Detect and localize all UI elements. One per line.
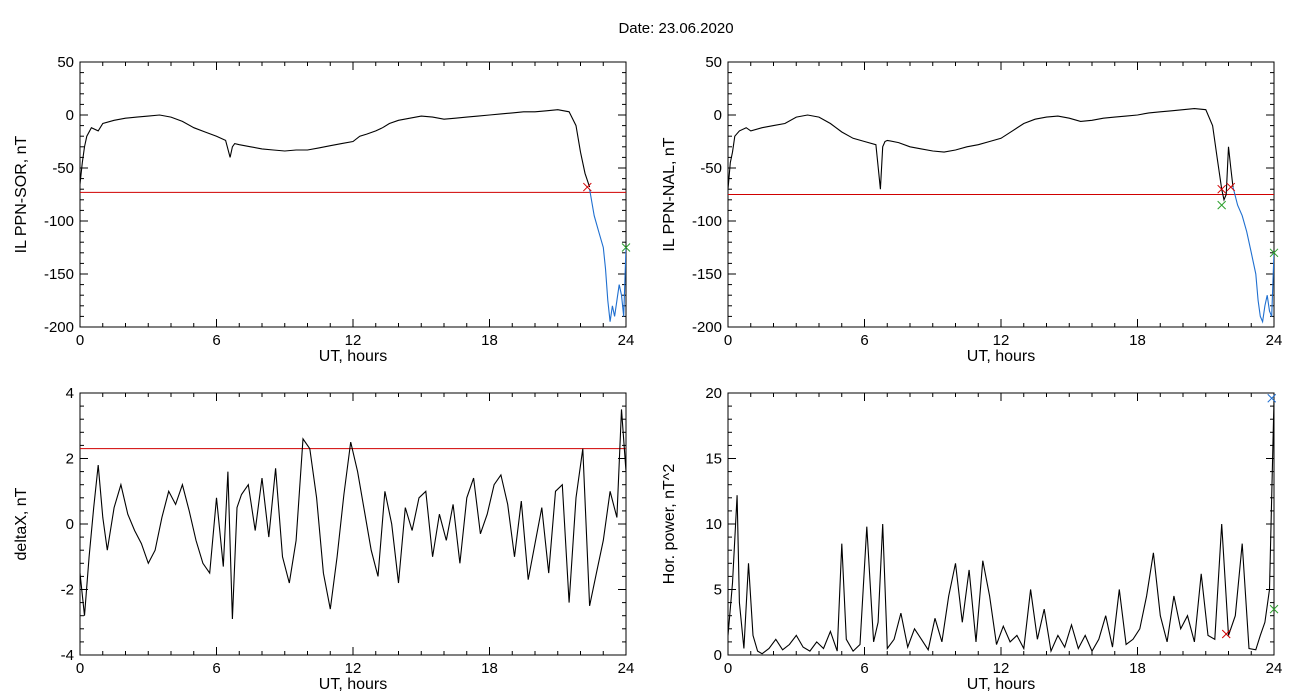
marker-stroke	[1221, 629, 1231, 639]
x-tick-label: 12	[345, 660, 362, 677]
x-tick-label: 12	[993, 332, 1010, 349]
plot-frame	[727, 392, 1275, 656]
x-tick-label: 24	[618, 660, 635, 677]
y-tick-label: 10	[705, 516, 722, 533]
y-axis-label: IL PPN-NAL, nT	[661, 137, 678, 251]
x-tick-label: 24	[1266, 660, 1283, 677]
x-tick-label: 0	[724, 660, 732, 677]
x-tick-label: 18	[1129, 332, 1146, 349]
y-tick-label: -50	[52, 160, 74, 177]
y-tick-label: -200	[692, 319, 722, 336]
marker-stroke	[1269, 248, 1279, 258]
x-tick-label: 0	[76, 332, 84, 349]
y-tick-label: 50	[705, 54, 722, 71]
y-tick-label: -100	[692, 213, 722, 230]
chart-panel-4: 0 6 12 18 24 20 15 10 5 0 UT, hours Hor. power, nT^…	[661, 385, 1282, 693]
marker-1	[582, 182, 592, 192]
x-axis-label: UT, hours	[319, 348, 387, 365]
chart-panel-3: 0 6 12 18 24 4 2 0 -2 -4 UT, hours deltaX, nT	[13, 385, 634, 693]
y-tick-label: 2	[66, 451, 74, 468]
x-tick-label: 6	[860, 332, 868, 349]
marker-3	[1269, 604, 1279, 614]
x-axis-label: UT, hours	[967, 676, 1035, 693]
plot-frame	[79, 392, 627, 656]
y-tick-label: -100	[44, 213, 74, 230]
chart-panel-1: 0 6 12 18 24 50 0 -50 -100 -150 -200 UT, hours IL PP…	[13, 54, 634, 365]
y-tick-label: 15	[705, 451, 722, 468]
marker-stroke	[1217, 184, 1227, 194]
chart-panel-2: 0 6 12 18 24 50 0 -50 -100 -150 -200 UT, hours IL PP…	[661, 54, 1282, 365]
y-tick-label: -150	[44, 266, 74, 283]
x-tick-label: 12	[993, 660, 1010, 677]
x-tick-label: 18	[1129, 660, 1146, 677]
marker-stroke	[621, 243, 631, 252]
y-tick-label: 0	[66, 516, 74, 533]
x-axis-label: UT, hours	[967, 348, 1035, 365]
page-title: Date: 23.06.2020	[618, 20, 733, 37]
x-axis-label: UT, hours	[319, 676, 387, 693]
series-line-1	[728, 399, 1274, 655]
y-tick-label: 0	[714, 107, 722, 124]
marker-1	[1217, 184, 1227, 194]
y-axis-label: Hor. power, nT^2	[661, 464, 678, 585]
marker-1	[1221, 629, 1231, 639]
y-tick-label: 5	[714, 582, 722, 599]
y-tick-label: 0	[66, 107, 74, 124]
series-line-1	[80, 109, 591, 188]
y-tick-label: 50	[57, 54, 74, 71]
marker-stroke	[1269, 604, 1279, 614]
x-tick-label: 6	[212, 660, 220, 677]
marker-3	[1217, 200, 1227, 210]
marker-stroke	[1267, 393, 1277, 403]
series-line-2	[1232, 186, 1274, 324]
y-tick-label: -150	[692, 266, 722, 283]
series-line-2	[589, 189, 626, 322]
marker-4	[1269, 248, 1279, 258]
marker-2	[1267, 393, 1277, 403]
y-tick-label: -4	[61, 647, 74, 664]
y-tick-label: 4	[66, 385, 74, 402]
x-tick-label: 6	[860, 660, 868, 677]
y-tick-label: -200	[44, 319, 74, 336]
y-tick-label: 20	[705, 385, 722, 402]
x-tick-label: 24	[618, 332, 635, 349]
x-tick-label: 6	[212, 332, 220, 349]
series-line-1	[728, 108, 1234, 202]
x-tick-label: 0	[724, 332, 732, 349]
y-axis-label: IL PPN-SOR, nT	[13, 135, 30, 253]
series-line-1	[80, 409, 626, 620]
plot-frame	[79, 61, 627, 328]
marker-stroke	[1217, 200, 1227, 210]
x-tick-label: 24	[1266, 332, 1283, 349]
y-axis-label: deltaX, nT	[13, 487, 30, 560]
y-tick-label: -2	[61, 582, 74, 599]
x-tick-label: 18	[481, 660, 498, 677]
y-tick-label: -50	[700, 160, 722, 177]
x-tick-label: 12	[345, 332, 362, 349]
marker-stroke	[1226, 182, 1236, 192]
y-tick-label: 0	[714, 647, 722, 664]
x-tick-label: 0	[76, 660, 84, 677]
x-tick-label: 18	[481, 332, 498, 349]
marker-stroke	[582, 182, 592, 192]
marker-2	[1226, 182, 1236, 192]
marker-2	[621, 243, 631, 252]
